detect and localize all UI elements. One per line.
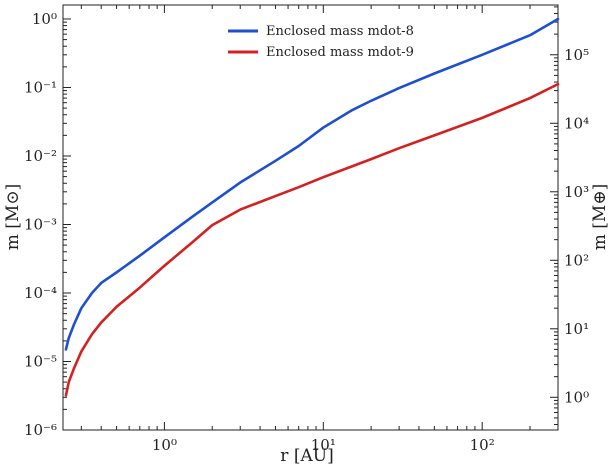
x-tick-label: 10² — [470, 436, 495, 454]
y2-tick-label: 10³ — [564, 183, 589, 201]
series-line-mdot-9 — [64, 82, 560, 397]
y2-tick-label: 10² — [564, 251, 589, 269]
y-tick-label: 10⁻² — [24, 147, 57, 165]
y2-tick-label: 10⁰ — [564, 388, 589, 406]
series-group — [64, 17, 560, 397]
series-line-mdot-8 — [64, 17, 560, 351]
y-axis-label-left: m [M⊙] — [3, 184, 23, 250]
x-tick-label: 10¹ — [311, 436, 336, 454]
y-tick-label: 10⁻⁶ — [24, 421, 57, 439]
y2-tick-label: 10⁵ — [564, 46, 589, 64]
legend-label-mdot-8: Enclosed mass mdot-8 — [266, 24, 414, 39]
y2-tick-label: 10¹ — [564, 320, 589, 338]
legend: Enclosed mass mdot-8 Enclosed mass mdot-… — [228, 24, 414, 60]
y-tick-label: 10⁰ — [32, 10, 57, 28]
y2-tick-label: 10⁴ — [564, 114, 589, 132]
y-tick-label: 10⁻¹ — [24, 78, 57, 96]
y-axis-label-right: m [M⊕] — [590, 184, 610, 250]
y-tick-label: 10⁻⁴ — [24, 284, 57, 302]
legend-label-mdot-9: Enclosed mass mdot-9 — [266, 45, 414, 60]
x-tick-label: 10⁰ — [152, 436, 177, 454]
ticks-group: 10⁰ 10¹ 10² 10⁻⁶ 10⁻⁵ 10⁻⁴ 10⁻³ 10⁻² 10⁻¹ 10⁰ 10⁰ 1… — [24, 5, 589, 454]
x-axis-label: r [AU] — [280, 446, 333, 466]
y-tick-label: 10⁻³ — [24, 215, 57, 233]
y-tick-label: 10⁻⁵ — [24, 352, 57, 370]
plot-frame — [62, 4, 559, 431]
